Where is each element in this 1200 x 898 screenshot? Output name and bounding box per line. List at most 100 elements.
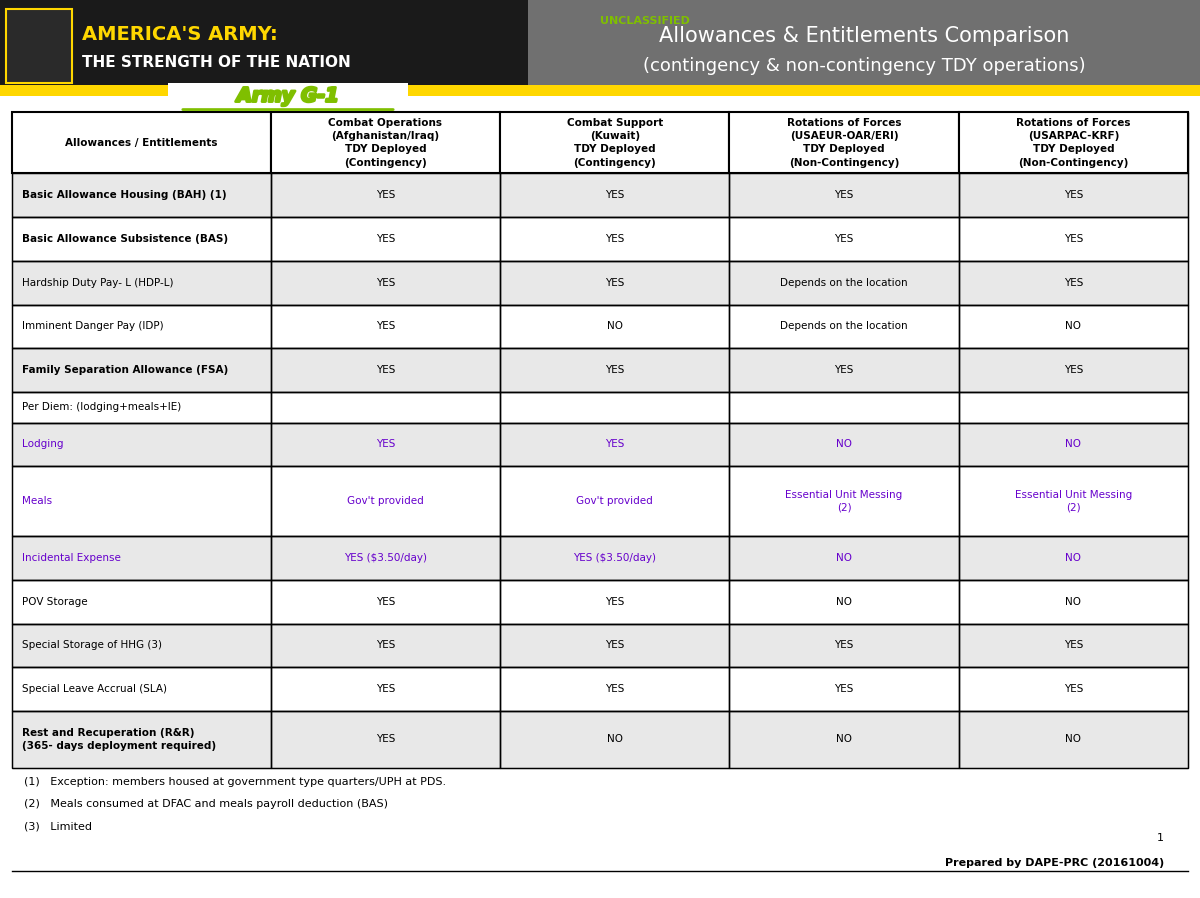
FancyBboxPatch shape	[0, 85, 1200, 96]
FancyBboxPatch shape	[12, 112, 271, 173]
Text: YES: YES	[605, 190, 624, 200]
Text: YES: YES	[605, 234, 624, 244]
Text: NO: NO	[836, 553, 852, 563]
Text: Rotations of Forces
(USAEUR-OAR/ERI)
TDY Deployed
(Non-Contingency): Rotations of Forces (USAEUR-OAR/ERI) TDY…	[787, 118, 901, 168]
FancyBboxPatch shape	[959, 112, 1188, 173]
Text: Basic Allowance Subsistence (BAS): Basic Allowance Subsistence (BAS)	[22, 234, 228, 244]
Text: Imminent Danger Pay (IDP): Imminent Danger Pay (IDP)	[22, 321, 163, 331]
Text: YES ($3.50/day): YES ($3.50/day)	[344, 553, 427, 563]
Text: NO: NO	[836, 735, 852, 744]
Text: Rotations of Forces
(USARPAC-KRF)
TDY Deployed
(Non-Contingency): Rotations of Forces (USARPAC-KRF) TDY De…	[1016, 118, 1130, 168]
FancyBboxPatch shape	[12, 536, 1188, 580]
Text: YES: YES	[376, 439, 395, 449]
Text: AMERICA'S ARMY:: AMERICA'S ARMY:	[82, 24, 277, 44]
Text: YES: YES	[1063, 234, 1084, 244]
Text: (1)   Exception: members housed at government type quarters/UPH at PDS.: (1) Exception: members housed at governm…	[24, 777, 446, 787]
Text: Meals: Meals	[22, 497, 52, 506]
FancyBboxPatch shape	[12, 217, 1188, 260]
Text: YES: YES	[376, 321, 395, 331]
Text: Essential Unit Messing
(2): Essential Unit Messing (2)	[785, 490, 902, 513]
Text: NO: NO	[1066, 596, 1081, 607]
FancyBboxPatch shape	[12, 711, 1188, 768]
Text: (contingency & non-contingency TDY operations): (contingency & non-contingency TDY opera…	[643, 57, 1085, 75]
Text: NO: NO	[607, 321, 623, 331]
Text: Family Separation Allowance (FSA): Family Separation Allowance (FSA)	[22, 365, 228, 375]
Text: Essential Unit Messing
(2): Essential Unit Messing (2)	[1015, 490, 1132, 513]
Text: 1: 1	[1157, 833, 1164, 843]
Text: YES: YES	[605, 439, 624, 449]
Text: Allowances / Entitlements: Allowances / Entitlements	[65, 137, 217, 148]
FancyBboxPatch shape	[0, 0, 528, 85]
Text: YES: YES	[376, 735, 395, 744]
FancyBboxPatch shape	[12, 667, 1188, 711]
Text: YES: YES	[605, 277, 624, 287]
Text: POV Storage: POV Storage	[22, 596, 88, 607]
Text: YES: YES	[376, 234, 395, 244]
Text: Army G-1: Army G-1	[236, 86, 340, 106]
FancyBboxPatch shape	[12, 623, 1188, 667]
FancyBboxPatch shape	[12, 304, 1188, 348]
Text: NO: NO	[607, 735, 623, 744]
Text: YES: YES	[605, 596, 624, 607]
FancyBboxPatch shape	[12, 112, 1188, 173]
FancyBboxPatch shape	[6, 9, 72, 83]
FancyBboxPatch shape	[528, 0, 1200, 85]
Text: YES: YES	[1063, 640, 1084, 650]
FancyBboxPatch shape	[12, 423, 1188, 466]
Text: Prepared by DAPE-PRC (20161004): Prepared by DAPE-PRC (20161004)	[944, 858, 1164, 867]
FancyBboxPatch shape	[12, 580, 1188, 623]
Text: NO: NO	[1066, 439, 1081, 449]
FancyBboxPatch shape	[12, 348, 1188, 392]
Text: Allowances & Entitlements Comparison: Allowances & Entitlements Comparison	[659, 26, 1069, 46]
Text: YES: YES	[376, 365, 395, 375]
Text: NO: NO	[1066, 321, 1081, 331]
Text: YES: YES	[605, 640, 624, 650]
Text: YES: YES	[376, 596, 395, 607]
Text: Depends on the location: Depends on the location	[780, 277, 908, 287]
Text: (2)   Meals consumed at DFAC and meals payroll deduction (BAS): (2) Meals consumed at DFAC and meals pay…	[24, 799, 388, 809]
Text: NO: NO	[1066, 553, 1081, 563]
Text: YES: YES	[1063, 365, 1084, 375]
Text: YES: YES	[834, 684, 853, 694]
Text: YES: YES	[1063, 277, 1084, 287]
Text: Rest and Recuperation (R&R)
(365- days deployment required): Rest and Recuperation (R&R) (365- days d…	[22, 728, 216, 751]
Text: YES: YES	[376, 190, 395, 200]
Text: NO: NO	[836, 439, 852, 449]
Text: YES: YES	[1063, 190, 1084, 200]
Text: YES: YES	[376, 640, 395, 650]
Text: Special Leave Accrual (SLA): Special Leave Accrual (SLA)	[22, 684, 167, 694]
Text: Incidental Expense: Incidental Expense	[22, 553, 120, 563]
FancyBboxPatch shape	[168, 83, 408, 110]
Text: YES: YES	[834, 640, 853, 650]
Text: Special Storage of HHG (3): Special Storage of HHG (3)	[22, 640, 162, 650]
Text: THE STRENGTH OF THE NATION: THE STRENGTH OF THE NATION	[82, 56, 350, 70]
Text: UNCLASSIFIED: UNCLASSIFIED	[600, 16, 690, 26]
Text: YES: YES	[834, 190, 853, 200]
Text: Hardship Duty Pay- L (HDP-L): Hardship Duty Pay- L (HDP-L)	[22, 277, 173, 287]
Text: YES: YES	[834, 234, 853, 244]
FancyBboxPatch shape	[12, 260, 1188, 304]
Text: Per Diem: (lodging+meals+IE): Per Diem: (lodging+meals+IE)	[22, 402, 181, 412]
Text: YES: YES	[605, 365, 624, 375]
Text: Combat Operations
(Afghanistan/Iraq)
TDY Deployed
(Contingency): Combat Operations (Afghanistan/Iraq) TDY…	[329, 118, 443, 168]
FancyBboxPatch shape	[12, 466, 1188, 536]
Text: Combat Support
(Kuwait)
TDY Deployed
(Contingency): Combat Support (Kuwait) TDY Deployed (Co…	[566, 118, 662, 168]
Text: NO: NO	[836, 596, 852, 607]
Text: NO: NO	[1066, 735, 1081, 744]
FancyBboxPatch shape	[271, 112, 500, 173]
Text: Basic Allowance Housing (BAH) (1): Basic Allowance Housing (BAH) (1)	[22, 190, 227, 200]
FancyBboxPatch shape	[500, 112, 730, 173]
Text: Depends on the location: Depends on the location	[780, 321, 908, 331]
Text: YES: YES	[834, 365, 853, 375]
FancyBboxPatch shape	[730, 112, 959, 173]
FancyBboxPatch shape	[12, 392, 1188, 423]
Text: Lodging: Lodging	[22, 439, 64, 449]
Text: Gov't provided: Gov't provided	[576, 497, 653, 506]
Text: YES: YES	[605, 684, 624, 694]
FancyBboxPatch shape	[12, 173, 1188, 217]
Text: YES ($3.50/day): YES ($3.50/day)	[574, 553, 656, 563]
Text: Gov't provided: Gov't provided	[347, 497, 424, 506]
Text: (3)   Limited: (3) Limited	[24, 822, 92, 832]
Text: YES: YES	[376, 684, 395, 694]
Text: YES: YES	[1063, 684, 1084, 694]
